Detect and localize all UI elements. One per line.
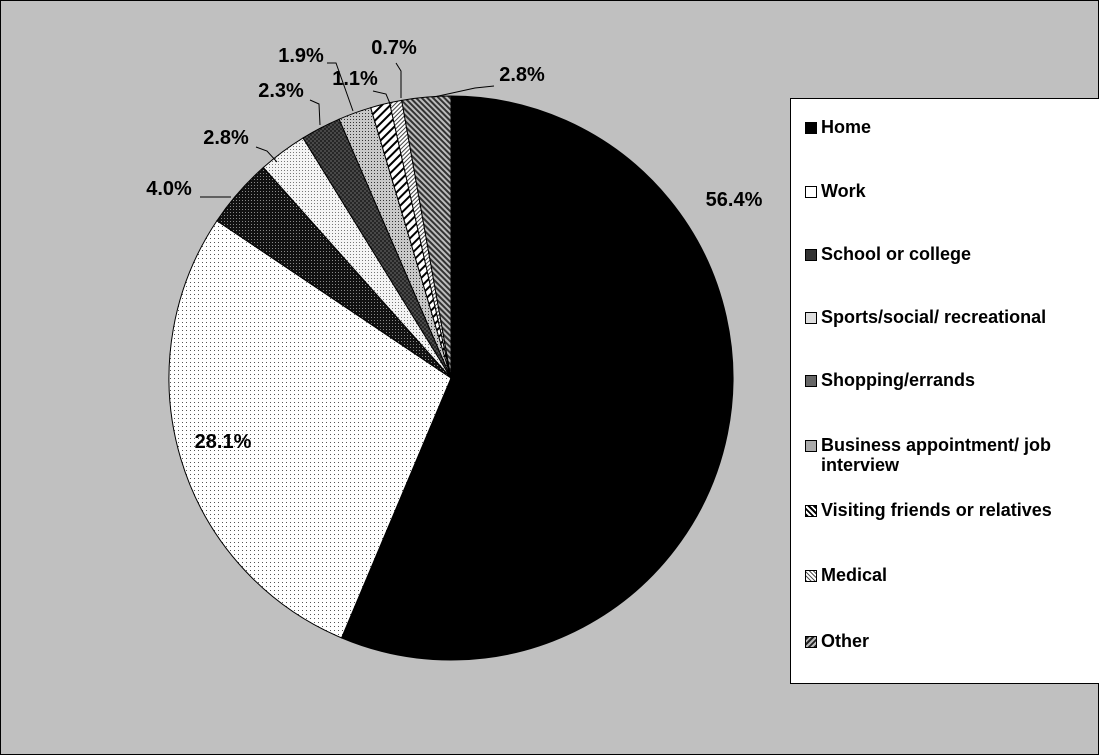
data-label: 2.8%	[203, 127, 249, 149]
data-label: 1.1%	[332, 68, 378, 90]
data-label: 2.3%	[258, 80, 304, 102]
data-label: 2.8%	[499, 64, 545, 86]
data-label: 4.0%	[146, 178, 192, 200]
legend-label: Other	[821, 631, 870, 651]
data-label: 0.7%	[371, 37, 417, 59]
legend-item: Other	[805, 631, 1099, 651]
leader-line	[433, 85, 495, 98]
legend-item: School or college	[805, 244, 1099, 264]
legend-label: School or college	[821, 244, 972, 264]
legend-swatch	[805, 375, 817, 387]
leader-line	[395, 62, 402, 98]
legend-item: Home	[805, 117, 1099, 137]
pie-slice-other	[401, 95, 452, 379]
legend-swatch	[805, 505, 817, 517]
leader-line	[327, 62, 354, 112]
leader-line	[372, 90, 392, 107]
legend-item: Visiting friends or relatives	[805, 500, 1099, 520]
legend-swatch	[805, 440, 817, 452]
legend-item: Business appointment/ job interview	[805, 435, 1099, 475]
legend-swatch	[805, 636, 817, 648]
legend-item: Shopping/errands	[805, 370, 1099, 390]
legend-label: Home	[821, 117, 872, 137]
legend-label: Visiting friends or relatives	[821, 500, 1052, 520]
legend-swatch	[805, 122, 817, 134]
legend-swatch	[805, 186, 817, 198]
legend-label: Sports/social/ recreational	[821, 307, 1047, 327]
legend: Home Work School or college Sports/social/ …	[790, 98, 1099, 684]
legend-swatch	[805, 249, 817, 261]
legend-item: Medical	[805, 565, 1099, 585]
legend-label: Work	[821, 181, 866, 201]
pie-slice-work	[168, 220, 452, 639]
leader-line	[309, 99, 321, 126]
legend-item: Work	[805, 181, 1099, 201]
leader-line	[255, 146, 278, 163]
legend-item: Sports/social/ recreational	[805, 307, 1099, 327]
legend-swatch	[805, 312, 817, 324]
data-label: 1.9%	[278, 45, 324, 67]
legend-label: Shopping/errands	[821, 370, 976, 390]
data-label: 56.4%	[706, 189, 763, 211]
legend-swatch	[805, 570, 817, 582]
pie-slice-home	[340, 95, 734, 661]
legend-label: Medical	[821, 565, 888, 585]
data-label: 28.1%	[195, 431, 252, 453]
legend-label: Business appointment/ job interview	[821, 435, 1052, 475]
